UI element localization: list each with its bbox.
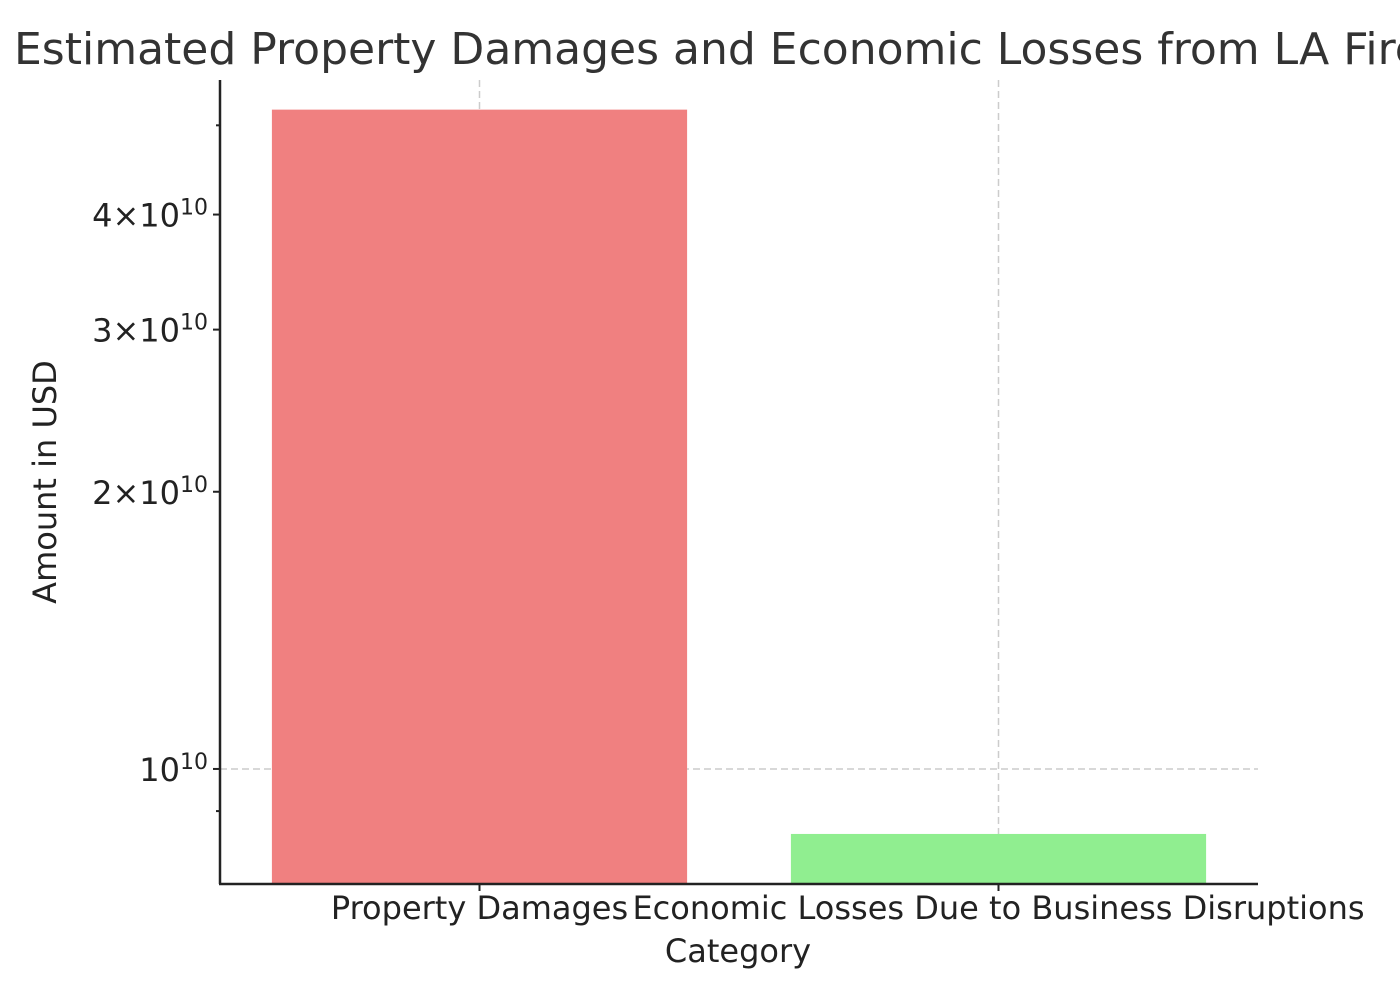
bar [271, 109, 688, 884]
x-axis-ticks: Property Damages Economic Losses Due to B… [331, 884, 1365, 927]
chart-title: Estimated Property Damages and Economic … [14, 24, 1400, 75]
bar [790, 833, 1207, 884]
bars [271, 109, 1207, 884]
y-axis-label: Amount in USD [26, 360, 64, 604]
y-tick-label: 3×1010 [92, 311, 208, 350]
x-tick-label: Economic Losses Due to Business Disrupti… [632, 889, 1364, 927]
y-tick-label: 1010 [139, 750, 208, 789]
y-tick-label: 4×1010 [92, 196, 208, 235]
x-tick-label: Property Damages [331, 889, 628, 927]
y-axis-ticks: 1010 2×1010 3×1010 4×1010 [92, 124, 220, 813]
x-axis-label: Category [665, 932, 811, 970]
y-tick-label: 2×1010 [92, 473, 208, 512]
